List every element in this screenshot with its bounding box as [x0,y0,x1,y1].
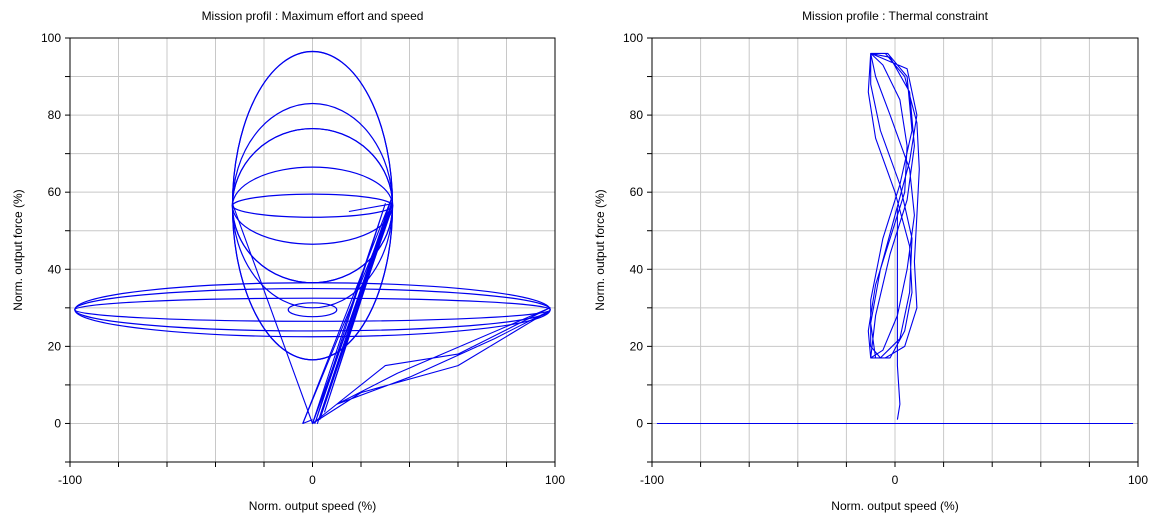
x-tick-label: -100 [58,473,82,487]
y-tick-label: 40 [48,262,62,276]
chart-title: Mission profil : Maximum effort and spee… [202,9,424,23]
series-curve-11 [231,199,394,425]
x-tick-label: 100 [1128,473,1148,487]
x-axis-label: Norm. output speed (%) [831,499,958,513]
x-tick-label: 100 [545,473,565,487]
series-curve-13 [312,307,551,424]
chart-max-effort: -100 0 100 0 20 40 60 80 100 Mission profil : Ma… [11,9,565,513]
y-axis-label: Norm. output force (%) [593,189,607,310]
y-tick-label: 100 [41,31,61,45]
y-tick-label: 0 [636,416,643,430]
y-tick-label: 80 [630,108,644,122]
y-tick-label: 60 [630,185,644,199]
y-tick-label: 80 [48,108,62,122]
x-tick-label: 0 [892,473,899,487]
x-axis-label: Norm. output speed (%) [249,499,376,513]
series-curve-1 [896,207,901,420]
y-tick-label: 20 [48,339,62,353]
y-tick-label: 20 [630,339,644,353]
y-axis-label: Norm. output force (%) [11,189,25,310]
series-curve-14 [348,203,393,213]
series-curve-10 [231,50,394,361]
y-tick-label: 40 [630,262,644,276]
x-tick-label: 0 [309,473,316,487]
chart-title: Mission profile : Thermal constraint [802,9,989,23]
series-curve-12 [302,195,394,425]
series-curve-2 [867,52,920,359]
y-tick-label: 100 [623,31,643,45]
series-curve-8 [74,287,551,332]
chart-thermal-constraint: -100 0 100 0 20 40 60 80 100 Mission profile : T… [593,9,1148,513]
y-tick-label: 0 [54,416,61,430]
x-tick-label: -100 [640,473,664,487]
series-curve-9 [287,302,338,318]
y-tick-label: 60 [48,185,62,199]
